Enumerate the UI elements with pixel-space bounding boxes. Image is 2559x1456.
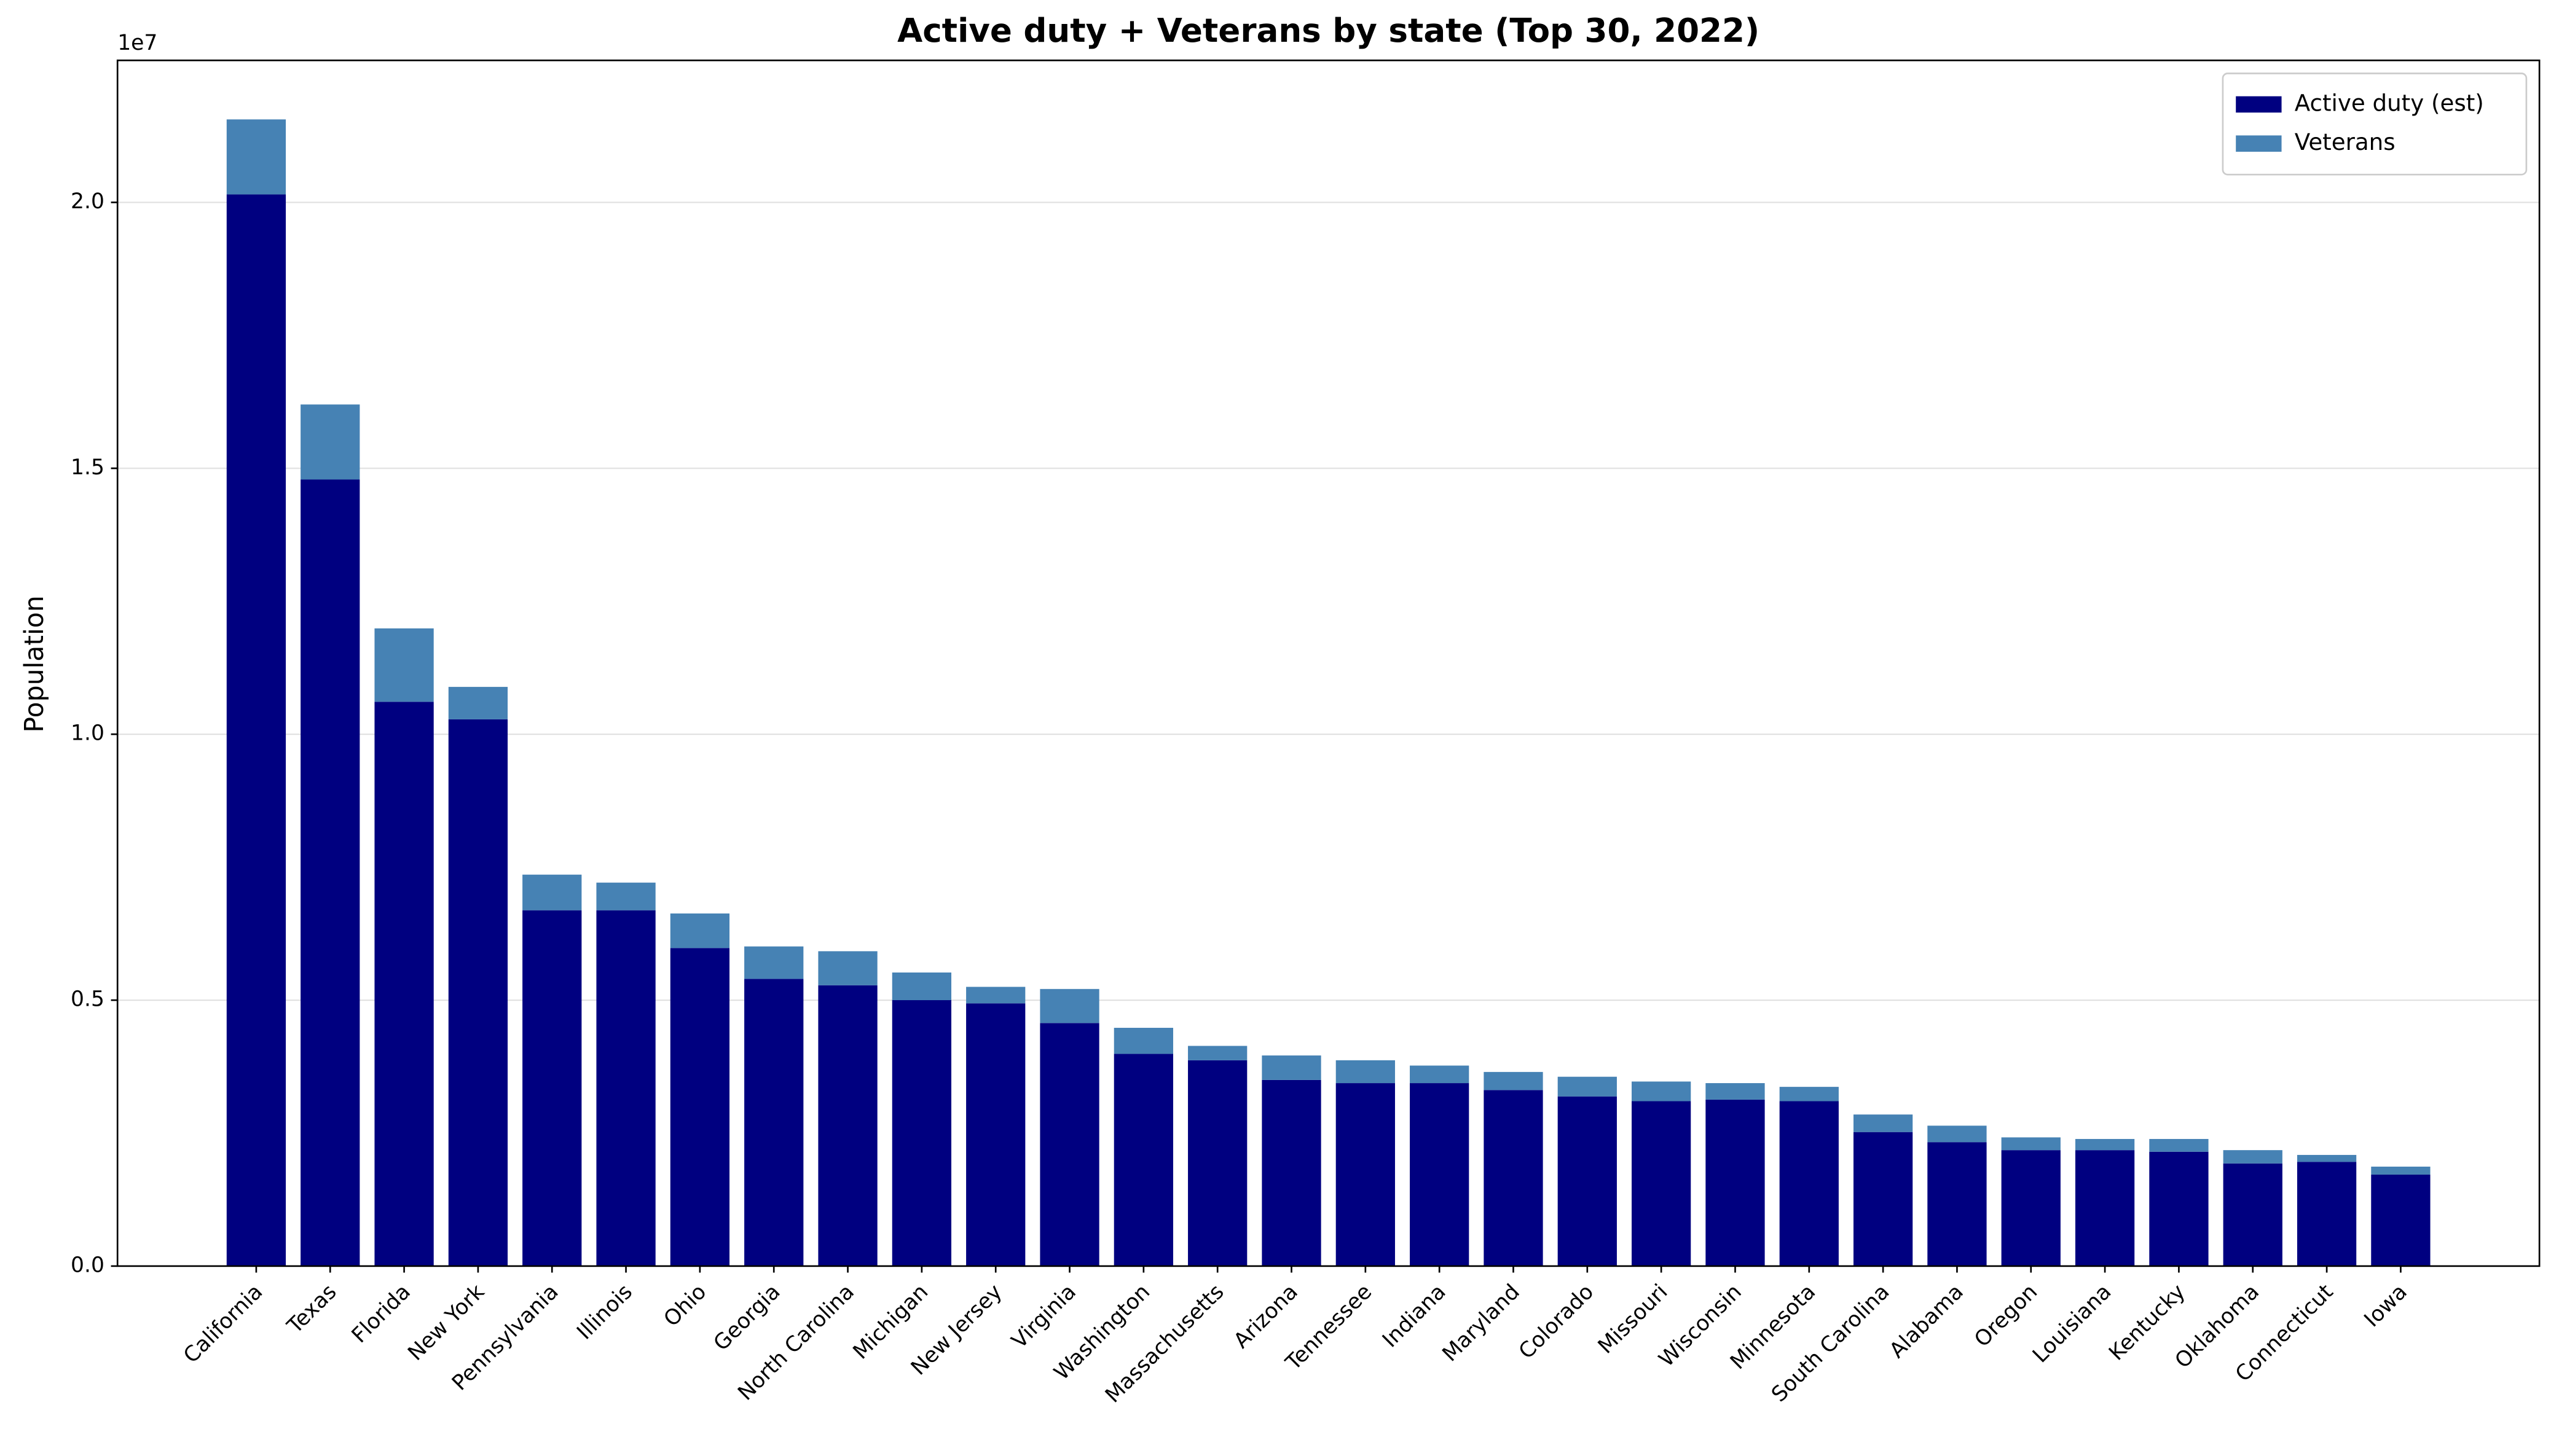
bar-segment bbox=[1188, 1060, 1248, 1266]
bar-segment bbox=[1632, 1081, 1691, 1102]
bar-segment bbox=[1779, 1087, 1839, 1102]
bar-segment bbox=[966, 987, 1026, 1004]
bar-segment bbox=[522, 874, 582, 910]
bar-segment bbox=[1853, 1132, 1913, 1266]
bar-segment bbox=[1779, 1101, 1839, 1266]
bar-segment bbox=[818, 951, 878, 985]
bar-segment bbox=[2075, 1150, 2135, 1266]
bar-segment bbox=[596, 910, 656, 1266]
bar-segment bbox=[2001, 1137, 2061, 1151]
bar-segment bbox=[1927, 1142, 1987, 1266]
bar-segment bbox=[1335, 1083, 1395, 1266]
bar-segment bbox=[1557, 1096, 1617, 1266]
bar-segment bbox=[2297, 1162, 2357, 1266]
y-tick-label: 0.5 bbox=[71, 987, 104, 1012]
bar-segment bbox=[892, 1000, 952, 1266]
bar-segment bbox=[670, 913, 730, 949]
chart-title: Active duty + Veterans by state (Top 30,… bbox=[897, 12, 1759, 50]
bar-segment bbox=[374, 628, 434, 702]
plot-frame bbox=[116, 59, 2541, 1267]
bar-segment bbox=[2371, 1174, 2431, 1266]
bar-segment bbox=[1114, 1054, 1173, 1266]
legend-swatch bbox=[2236, 96, 2282, 113]
bar-segment bbox=[1114, 1028, 1173, 1054]
bar-segment bbox=[1484, 1090, 1543, 1266]
bar-segment bbox=[2075, 1138, 2135, 1151]
bar-segment bbox=[301, 404, 360, 480]
bar-segment bbox=[744, 946, 804, 979]
bar-segment bbox=[1705, 1083, 1765, 1100]
y-tick-label: 1.5 bbox=[71, 455, 104, 480]
bar-segment bbox=[1262, 1079, 1321, 1266]
bar-segment bbox=[2149, 1151, 2209, 1266]
bar-segment bbox=[1705, 1099, 1765, 1266]
bar-segment bbox=[966, 1003, 1026, 1266]
bar-segment bbox=[1040, 988, 1099, 1024]
bar-segment bbox=[1410, 1065, 1469, 1084]
bar-segment bbox=[1262, 1055, 1321, 1080]
legend-label: Veterans bbox=[2295, 128, 2396, 155]
y-tick-label: 1.0 bbox=[71, 721, 104, 746]
bar-segment bbox=[1188, 1046, 1248, 1060]
legend-label: Active duty (est) bbox=[2295, 89, 2484, 116]
y-tick-label: 0.0 bbox=[71, 1253, 104, 1277]
y-offset-label: 1e7 bbox=[117, 31, 157, 55]
bar-segment bbox=[670, 948, 730, 1266]
y-tick-label: 2.0 bbox=[71, 189, 104, 214]
y-axis-label: Population bbox=[20, 595, 50, 732]
bar-segment bbox=[892, 972, 952, 1001]
legend-box bbox=[2222, 72, 2528, 176]
bar-segment bbox=[2223, 1163, 2282, 1266]
bar-segment bbox=[596, 882, 656, 910]
bar-segment bbox=[448, 719, 508, 1266]
bar-segment bbox=[2223, 1150, 2282, 1164]
legend-swatch bbox=[2236, 135, 2282, 152]
bar-segment bbox=[1853, 1114, 1913, 1132]
bar-segment bbox=[1335, 1060, 1395, 1084]
bar-segment bbox=[1557, 1076, 1617, 1097]
bar-segment bbox=[301, 479, 360, 1266]
bar-segment bbox=[1410, 1083, 1469, 1266]
bar-segment bbox=[1484, 1071, 1543, 1090]
bar-segment bbox=[226, 119, 286, 195]
bar-segment bbox=[226, 194, 286, 1266]
bar-segment bbox=[744, 979, 804, 1266]
bar-segment bbox=[448, 687, 508, 719]
bar-segment bbox=[2371, 1166, 2431, 1175]
bar-segment bbox=[1927, 1125, 1987, 1143]
bar-segment bbox=[374, 702, 434, 1266]
bar-segment bbox=[1040, 1023, 1099, 1266]
bar-segment bbox=[522, 910, 582, 1266]
bar-segment bbox=[818, 985, 878, 1266]
bar-segment bbox=[2001, 1150, 2061, 1266]
bar-segment bbox=[1632, 1101, 1691, 1266]
bar-segment bbox=[2149, 1138, 2209, 1152]
bar-segment bbox=[2297, 1154, 2357, 1162]
